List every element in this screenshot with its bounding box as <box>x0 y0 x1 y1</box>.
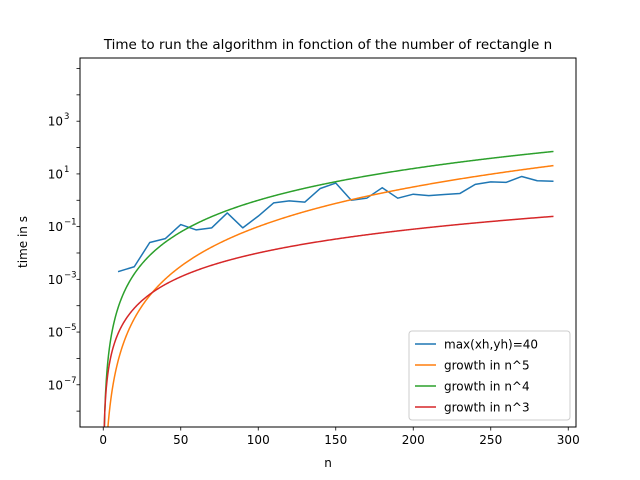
series-line-4 <box>103 215 554 427</box>
y-tick-label: 10 <box>48 273 63 287</box>
y-axis-label: time in s <box>16 216 30 268</box>
x-tick-label: 200 <box>402 433 425 447</box>
y-tick-label: 10 <box>48 220 63 234</box>
y-tick-exponent: 3 <box>64 112 69 122</box>
y-tick-label: 10 <box>48 326 63 340</box>
y-tick-label: 10 <box>48 167 63 181</box>
x-axis-label: n <box>324 456 332 470</box>
legend-label: growth in n^5 <box>444 359 530 373</box>
y-tick-label: 10 <box>48 378 63 392</box>
x-tick-label: 50 <box>173 433 188 447</box>
y-tick-exponent: 1 <box>64 165 69 175</box>
series-line-1 <box>117 175 554 273</box>
y-tick-label: 10 <box>48 115 63 129</box>
y-tick-exponent: −7 <box>64 376 77 386</box>
y-tick-exponent: −3 <box>64 270 77 280</box>
x-tick-label: 300 <box>557 433 580 447</box>
legend-label: max(xh,yh)=40 <box>444 338 538 352</box>
y-tick-exponent: −1 <box>64 218 77 228</box>
plot-area <box>103 150 554 427</box>
series-line-3 <box>103 150 554 427</box>
legend: max(xh,yh)=40 growth in n^5 growth in n^4 g… <box>408 330 571 421</box>
axes-frame <box>79 57 577 428</box>
chart-title: Time to run the algorithm in fonction of… <box>103 37 552 53</box>
legend-box <box>408 330 571 421</box>
x-tick-label: 250 <box>479 433 502 447</box>
x-tick-label: 100 <box>247 433 270 447</box>
y-tick-exponent: −5 <box>64 323 77 333</box>
x-tick-label: 150 <box>324 433 347 447</box>
legend-label: growth in n^4 <box>444 380 530 394</box>
x-tick-label: 0 <box>99 433 107 447</box>
x-axis: 0 50 100 150 200 250 300 <box>99 427 580 447</box>
series-line-2 <box>107 164 554 427</box>
legend-label: growth in n^3 <box>444 401 530 415</box>
